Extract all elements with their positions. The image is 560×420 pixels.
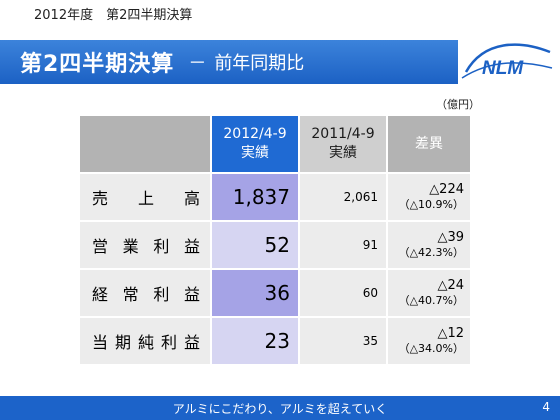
difference-percent: （△34.0%） xyxy=(398,342,464,355)
previous-value: 35 xyxy=(300,318,386,364)
row-label: 経常利益 xyxy=(80,270,210,316)
header-current-period-kind: 実績 xyxy=(241,145,269,161)
current-value: 1,837 xyxy=(212,174,298,220)
difference-value: △224 xyxy=(429,182,464,197)
difference-percent: （△10.9%） xyxy=(398,198,464,211)
header-previous-period-range: 2011/4-9 xyxy=(311,126,375,142)
current-value: 23 xyxy=(212,318,298,364)
difference-cell: △39 （△42.3%） xyxy=(388,222,470,268)
difference-percent: （△42.3%） xyxy=(398,246,464,259)
table-header-row: 2012/4-9 実績 2011/4-9 実績 差異 xyxy=(80,116,470,172)
slide-title-bar: 第2四半期決算 － 前年同期比 xyxy=(0,40,458,84)
difference-value: △39 xyxy=(437,230,464,245)
difference-value: △12 xyxy=(437,326,464,341)
results-table: 2012/4-9 実績 2011/4-9 実績 差異 売上高 1,837 2,0… xyxy=(78,114,472,366)
slide-subtitle: 前年同期比 xyxy=(214,53,305,74)
row-label: 売上高 xyxy=(80,174,210,220)
table-row-net-sales: 売上高 1,837 2,061 △224 （△10.9%） xyxy=(80,174,470,220)
footer-slogan: アルミにこだわり、アルミを超えていく xyxy=(172,402,388,416)
difference-cell: △12 （△34.0%） xyxy=(388,318,470,364)
page-number: 4 xyxy=(542,400,550,414)
footer-bar: アルミにこだわり、アルミを超えていく 4 xyxy=(0,396,560,420)
header-current-period: 2012/4-9 実績 xyxy=(212,116,298,172)
logo-text: NLM xyxy=(482,58,524,79)
difference-percent: （△40.7%） xyxy=(398,294,464,307)
header-previous-period: 2011/4-9 実績 xyxy=(300,116,386,172)
difference-cell: △224 （△10.9%） xyxy=(388,174,470,220)
unit-label: （億円） xyxy=(436,98,480,111)
table-row-ordinary-income: 経常利益 36 60 △24 （△40.7%） xyxy=(80,270,470,316)
difference-value: △24 xyxy=(437,278,464,293)
previous-value: 60 xyxy=(300,270,386,316)
header-current-period-range: 2012/4-9 xyxy=(223,126,287,142)
current-value: 36 xyxy=(212,270,298,316)
current-value: 52 xyxy=(212,222,298,268)
title-separator: － xyxy=(188,53,207,74)
header-previous-period-kind: 実績 xyxy=(329,145,357,161)
row-label: 営業利益 xyxy=(80,222,210,268)
previous-value: 2,061 xyxy=(300,174,386,220)
header-difference: 差異 xyxy=(388,116,470,172)
nlm-logo-icon: NLM xyxy=(461,43,553,79)
slide-title: 第2四半期決算 xyxy=(20,52,175,77)
header-blank-cell xyxy=(80,116,210,172)
previous-value: 91 xyxy=(300,222,386,268)
fiscal-period-label: 2012年度 第2四半期決算 xyxy=(34,8,193,23)
table-row-net-income: 当期純利益 23 35 △12 （△34.0%） xyxy=(80,318,470,364)
row-label: 当期純利益 xyxy=(80,318,210,364)
difference-cell: △24 （△40.7%） xyxy=(388,270,470,316)
table-row-operating-income: 営業利益 52 91 △39 （△42.3%） xyxy=(80,222,470,268)
